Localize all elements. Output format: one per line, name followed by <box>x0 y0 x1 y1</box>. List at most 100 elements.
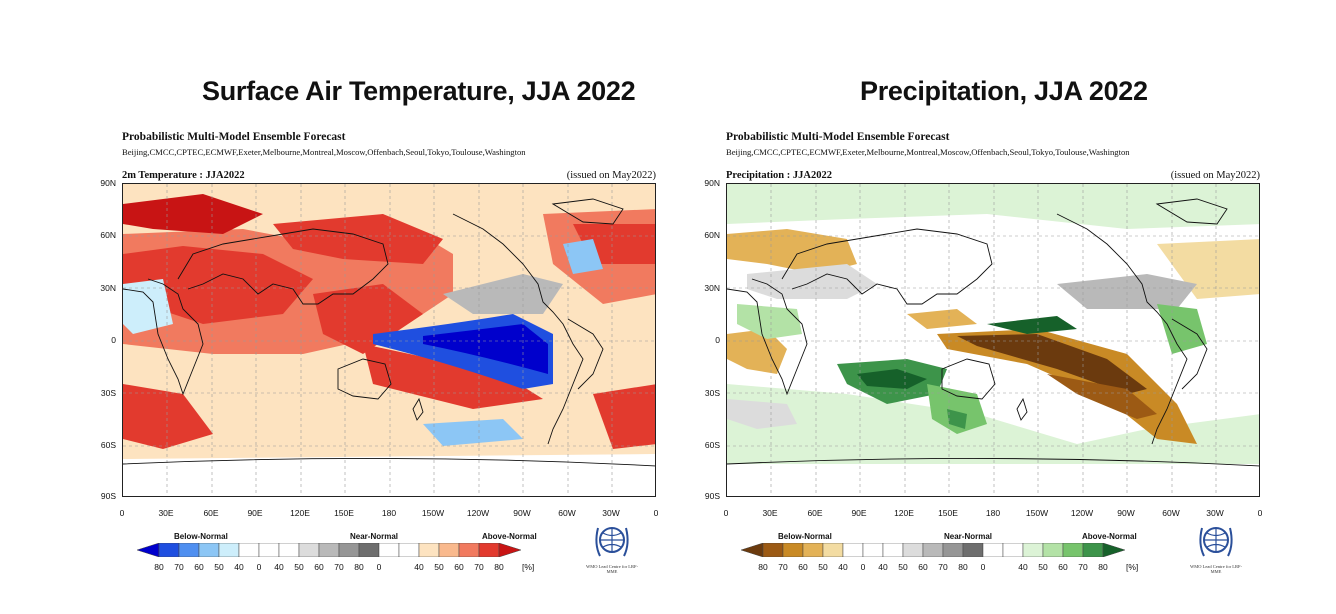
temperature-forecast-panel: Probabilistic Multi-Model Ensemble Forec… <box>100 128 682 578</box>
lon-label: 60W <box>1162 508 1180 518</box>
cb-label: 80 <box>1098 562 1108 572</box>
lat-label: 0 <box>111 335 116 345</box>
lat-label: 60N <box>704 230 720 240</box>
cb-swatch <box>318 543 340 557</box>
cb-label: 50 <box>818 562 828 572</box>
cb-label: 60 <box>798 562 808 572</box>
cb-arrow-above <box>1102 543 1126 557</box>
cb-swatch <box>258 543 280 557</box>
lat-label: 30N <box>100 283 116 293</box>
ensemble-forecast-title: Probabilistic Multi-Model Ensemble Forec… <box>122 131 346 143</box>
cb-label: 70 <box>334 562 344 572</box>
cb-label: 50 <box>434 562 444 572</box>
lon-label: 90W <box>513 508 531 518</box>
cb-swatch <box>158 543 180 557</box>
cb-swatch <box>842 543 864 557</box>
cb-label: 40 <box>274 562 284 572</box>
lon-label: 120E <box>894 508 914 518</box>
lon-label: 0 <box>653 508 659 518</box>
lon-label: 0 <box>723 508 729 518</box>
cb-swatch <box>298 543 320 557</box>
cb-label: 40 <box>878 562 888 572</box>
precipitation-forecast-panel: Probabilistic Multi-Model Ensemble Forec… <box>704 128 1286 578</box>
lon-label: 90W <box>1117 508 1135 518</box>
cb-swatch <box>358 543 380 557</box>
cb-label: 70 <box>938 562 948 572</box>
cb-swatch <box>1082 543 1104 557</box>
lat-label: 60S <box>704 440 720 450</box>
title-temperature: Surface Air Temperature, JJA 2022 <box>202 76 636 106</box>
lon-label: 60E <box>203 508 219 518</box>
cb-swatch <box>862 543 884 557</box>
cb-label: 80 <box>758 562 768 572</box>
cb-swatch <box>278 543 300 557</box>
lon-label: 120W <box>466 508 490 518</box>
cb-arrow-below <box>741 543 764 557</box>
cb-label: 70 <box>1078 562 1088 572</box>
wmo-emblem-icon <box>1199 527 1233 557</box>
lat-label: 90N <box>704 178 720 188</box>
category-near-normal: Near-Normal <box>350 532 399 541</box>
cb-unit: [%] <box>1126 562 1139 572</box>
cb-label: 0 <box>376 562 382 572</box>
cb-swatch <box>478 543 500 557</box>
cb-label: 80 <box>494 562 504 572</box>
cb-swatch <box>942 543 964 557</box>
cb-label: 80 <box>154 562 164 572</box>
lon-label: 150E <box>334 508 354 518</box>
lon-label: 60W <box>558 508 576 518</box>
lon-label: 150E <box>938 508 958 518</box>
cb-swatch <box>418 543 440 557</box>
cb-label: 40 <box>234 562 244 572</box>
cb-swatch <box>378 543 400 557</box>
category-above-normal: Above-Normal <box>1082 532 1137 541</box>
cb-swatch <box>178 543 200 557</box>
wmo-caption: WMO Lead Centre for LRF-MME <box>586 564 638 574</box>
cb-swatch <box>1022 543 1044 557</box>
probability-colorbar <box>137 543 522 557</box>
lon-label: 180 <box>985 508 1001 518</box>
cb-swatch <box>398 543 420 557</box>
cb-label: 50 <box>1038 562 1048 572</box>
cb-swatch <box>458 543 480 557</box>
cb-label: 70 <box>778 562 788 572</box>
cb-swatch <box>802 543 824 557</box>
cb-label: 60 <box>918 562 928 572</box>
issued-date: (issued on May2022) <box>1170 170 1260 181</box>
map-label: Precipitation : JJA2022 <box>726 170 832 181</box>
cb-label: 60 <box>194 562 204 572</box>
lat-label: 30S <box>100 388 116 398</box>
title-precipitation: Precipitation, JJA 2022 <box>860 76 1148 106</box>
cb-arrow-below <box>137 543 160 557</box>
cb-swatch <box>1002 543 1024 557</box>
cb-swatch <box>238 543 260 557</box>
cb-label: 70 <box>174 562 184 572</box>
cb-label: 80 <box>354 562 364 572</box>
lat-label: 90S <box>100 491 116 501</box>
lon-label: 180 <box>381 508 397 518</box>
probability-colorbar <box>741 543 1126 557</box>
map-label: 2m Temperature : JJA2022 <box>122 170 245 181</box>
cb-swatch <box>822 543 844 557</box>
cb-label: 60 <box>1058 562 1068 572</box>
cb-label: 40 <box>1018 562 1028 572</box>
wmo-emblem-icon <box>595 527 629 557</box>
cb-label: 50 <box>294 562 304 572</box>
cb-swatch <box>198 543 220 557</box>
cb-swatch <box>762 543 784 557</box>
cb-swatch <box>922 543 944 557</box>
cb-swatch <box>1062 543 1084 557</box>
lat-label: 90S <box>704 491 720 501</box>
lon-label: 0 <box>119 508 125 518</box>
cb-swatch <box>902 543 924 557</box>
cb-swatch <box>1042 543 1064 557</box>
lon-label: 90E <box>247 508 263 518</box>
lat-label: 30N <box>704 283 720 293</box>
lon-label: 30W <box>602 508 620 518</box>
cb-swatch <box>962 543 984 557</box>
cb-swatch <box>438 543 460 557</box>
contributing-centres: Beijing,CMCC,CPTEC,ECMWF,Exeter,Melbourn… <box>122 147 526 157</box>
cb-label: 50 <box>898 562 908 572</box>
cb-swatch <box>338 543 360 557</box>
lon-label: 30E <box>158 508 174 518</box>
